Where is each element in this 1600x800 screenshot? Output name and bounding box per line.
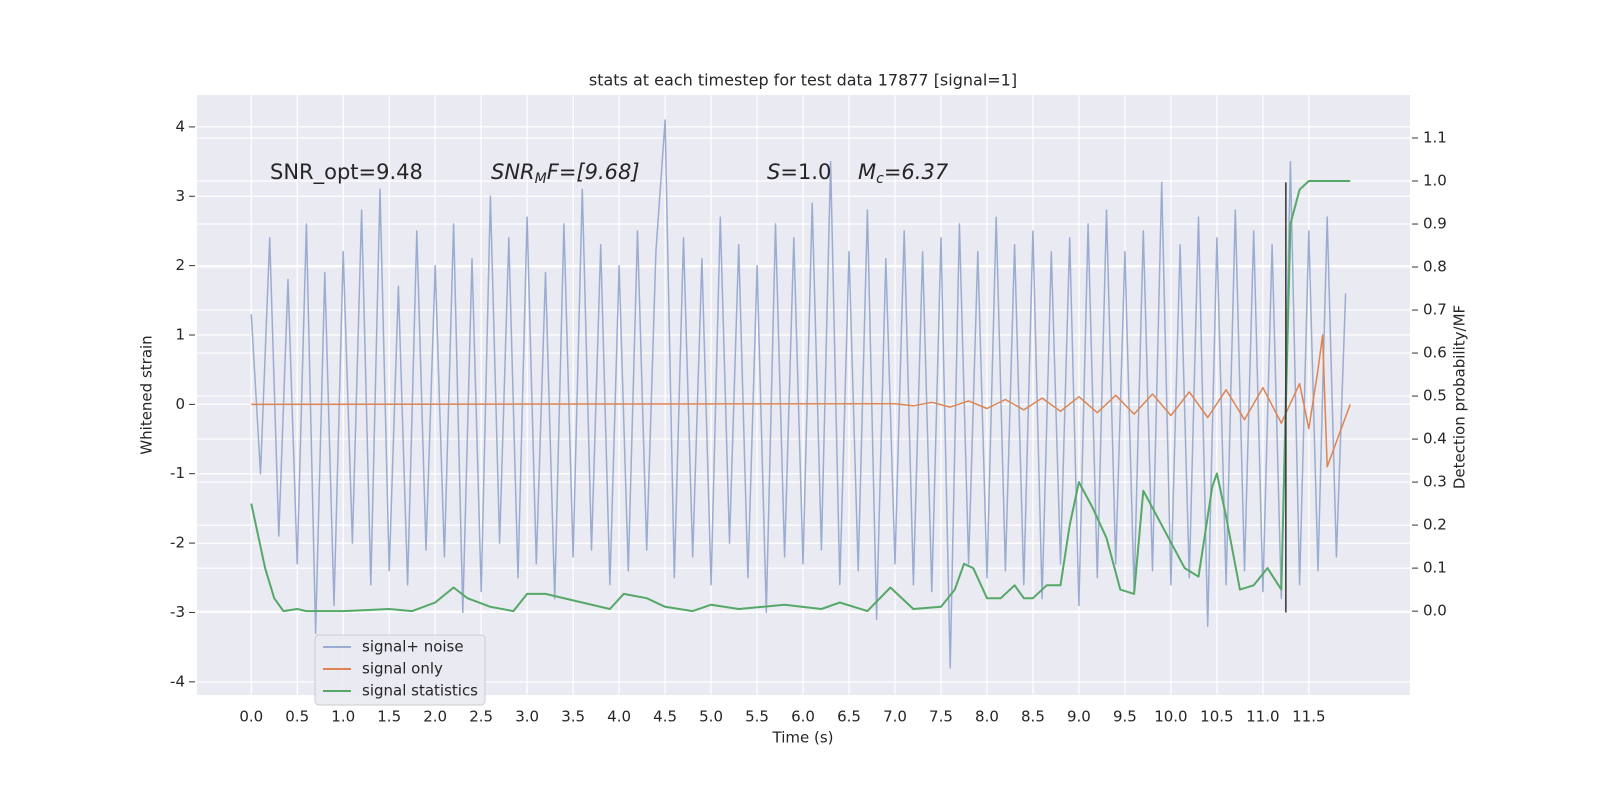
x-tick-label: 0.0	[239, 708, 263, 726]
y2-tick-label: 0.2	[1423, 516, 1447, 534]
x-axis-label: Time (s)	[772, 729, 834, 747]
x-tick-label: 5.5	[745, 708, 769, 726]
y2-tick-label: 1.0	[1423, 172, 1447, 190]
y2-tick-label: 0.6	[1423, 344, 1447, 362]
x-tick-label: 11.0	[1246, 708, 1279, 726]
x-tick-label: 1.0	[331, 708, 355, 726]
legend-label: signal+ noise	[362, 638, 464, 656]
y-tick-label: -2	[170, 534, 185, 552]
annotation-base: SNR	[491, 160, 535, 184]
series-line	[250, 180, 1351, 613]
y-tick-label: -3	[170, 603, 185, 621]
x-tick-label: 7.5	[929, 708, 953, 726]
y-tick-label: 0	[175, 395, 185, 413]
x-tick-label: 4.0	[607, 708, 631, 726]
annotation-tail: =6.37	[884, 160, 949, 184]
x-tick-label: 6.0	[791, 708, 815, 726]
x-tick-label: 8.5	[1021, 708, 1045, 726]
x-tick-label: 1.5	[377, 708, 401, 726]
annotation: SNR_opt=9.48	[270, 160, 423, 185]
x-tick-label: 2.5	[469, 708, 493, 726]
y2-tick-label: 0.3	[1423, 473, 1447, 491]
series-line	[251, 334, 1351, 468]
y2-tick-label: 0.4	[1423, 430, 1447, 448]
x-tick-label: 3.5	[561, 708, 585, 726]
annotation-tail: =1.0	[780, 160, 831, 184]
x-tick-label: 7.0	[883, 708, 907, 726]
legend-label: signal statistics	[362, 682, 478, 700]
y-tick-label: 3	[175, 187, 185, 205]
y-tick-label: -1	[170, 464, 185, 482]
annotation-sub: M	[535, 171, 547, 187]
legend-label: signal only	[362, 660, 443, 678]
series-line	[250, 119, 1347, 669]
y2-tick-label: 0.7	[1423, 301, 1447, 319]
y-axis-label: Whitened strain	[138, 335, 156, 454]
y2-tick-label: 0.5	[1423, 387, 1447, 405]
annotation: SNRMF=[9.68]	[491, 160, 640, 187]
x-tick-label: 6.5	[837, 708, 861, 726]
x-tick-label: 4.5	[653, 708, 677, 726]
x-tick-label: 11.5	[1292, 708, 1325, 726]
x-tick-label: 2.0	[423, 708, 447, 726]
y2-tick-label: 1.1	[1423, 129, 1447, 147]
y2-axis-label: Detection probability/MF	[1451, 305, 1469, 489]
x-tick-label: 10.0	[1154, 708, 1187, 726]
annotation-tail: F=[9.68]	[547, 160, 640, 184]
annotation-sub: c	[876, 171, 884, 187]
annotation: Mc=6.37	[858, 160, 949, 187]
annotation-base: S	[767, 160, 780, 184]
y2-tick-label: 0.8	[1423, 258, 1447, 276]
x-tick-label: 5.0	[699, 708, 723, 726]
legend-box	[314, 634, 486, 706]
y2-tick-label: 0.1	[1423, 559, 1447, 577]
x-tick-label: 9.0	[1067, 708, 1091, 726]
y-tick-label: -4	[170, 672, 185, 690]
y-tick-label: 1	[175, 326, 185, 344]
y-tick-label: 4	[175, 117, 185, 135]
x-tick-label: 9.5	[1113, 708, 1137, 726]
x-tick-label: 10.5	[1200, 708, 1233, 726]
y2-tick-label: 0.9	[1423, 215, 1447, 233]
x-tick-label: 8.0	[975, 708, 999, 726]
x-tick-label: 3.0	[515, 708, 539, 726]
x-tick-label: 0.5	[285, 708, 309, 726]
chart-title: stats at each timestep for test data 178…	[589, 71, 1017, 90]
annotation-base: M	[858, 160, 876, 184]
y-tick-label: 2	[175, 256, 185, 274]
annotation: S=1.0	[767, 160, 831, 184]
y2-tick-label: 0.0	[1423, 602, 1447, 620]
